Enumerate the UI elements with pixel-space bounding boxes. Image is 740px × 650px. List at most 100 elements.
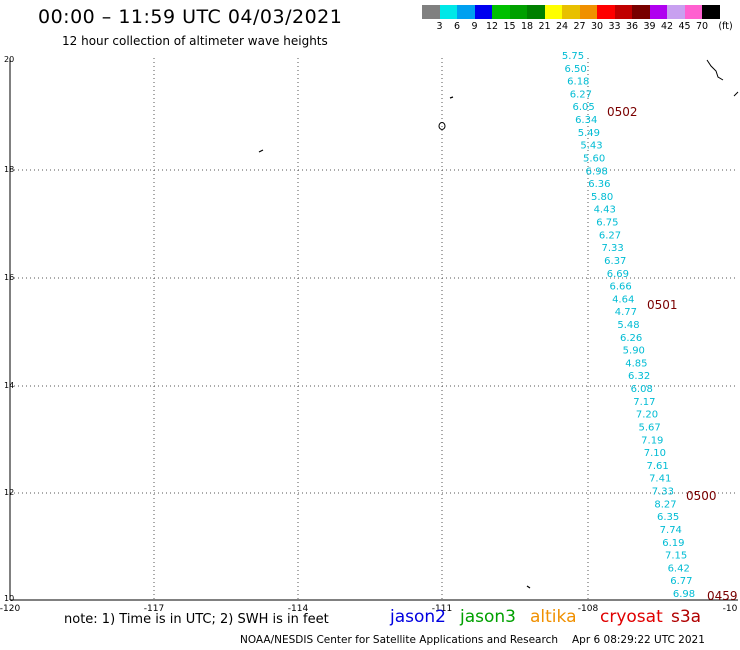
wave-height-label: 6.19 (662, 538, 684, 549)
color-legend (422, 5, 720, 19)
footer-credit: NOAA/NESDIS Center for Satellite Applica… (240, 634, 705, 646)
wave-height-label: 5.49 (578, 128, 600, 139)
legend-swatch (579, 5, 597, 19)
wave-height-label: 6.36 (588, 179, 610, 190)
footer-note: note: 1) Time is in UTC; 2) SWH is in fe… (64, 612, 329, 627)
wave-height-label: 6.05 (572, 102, 594, 113)
lon-label: -10 (723, 604, 738, 614)
legend-swatch (649, 5, 667, 19)
legend-label: 6 (453, 21, 461, 32)
wave-height-label: 7.17 (633, 397, 655, 408)
wave-height-label: 7.41 (649, 474, 671, 485)
wave-height-label: 5.90 (623, 346, 645, 357)
grid-lines (10, 58, 738, 600)
wave-height-label: 6.27 (599, 230, 621, 241)
legend-label: 42 (660, 21, 674, 32)
wave-height-label: 5.67 (638, 423, 660, 434)
wave-height-label: 6.32 (628, 371, 650, 382)
wave-height-label: 7.33 (652, 487, 674, 498)
time-label: 0501 (647, 298, 678, 312)
legend-label: 30 (590, 21, 604, 32)
wave-height-label: 5.60 (583, 154, 605, 165)
longitude-labels: -120 -117 -114 -111 -108 -10 (0, 604, 738, 614)
wave-height-label: 6.98 (673, 589, 695, 600)
legend-label: 39 (643, 21, 656, 32)
legend-swatch (614, 5, 632, 19)
wave-height-label: 6.18 (567, 77, 589, 88)
legend-swatch (702, 5, 720, 19)
legend-label: 33 (608, 21, 621, 32)
wave-height-label: 5.43 (580, 141, 602, 152)
wave-height-label: 6.35 (657, 512, 679, 523)
wave-height-label: 7.10 (644, 448, 666, 459)
legend-swatch (439, 5, 457, 19)
legend-swatch (667, 5, 685, 19)
coastline-edge (733, 91, 739, 97)
lon-label: -111 (432, 604, 452, 614)
legend-swatch (544, 5, 562, 19)
lat-label: 10 (4, 594, 14, 603)
legend-label: 3 (436, 21, 443, 32)
coastline (706, 59, 724, 81)
legend-swatch (422, 5, 440, 19)
wave-height-label: 6.77 (670, 576, 692, 587)
wave-height-label: 6.37 (604, 256, 626, 267)
lat-label: 16 (4, 273, 14, 282)
legend-label: 12 (485, 21, 499, 32)
wave-height-label: 6.26 (620, 333, 642, 344)
wave-height-label: 7.33 (601, 243, 623, 254)
island-icon (438, 122, 446, 130)
lon-label: -108 (578, 604, 599, 614)
legend-label: 15 (503, 21, 516, 32)
wave-height-label: 6.42 (668, 563, 690, 574)
legend-swatch (597, 5, 615, 19)
lon-label: -120 (0, 604, 20, 614)
wave-height-label: 6.08 (631, 384, 653, 395)
lon-label: -117 (144, 604, 164, 614)
altimeter-track: 5.756.506.186.276.056.345.495.435.606.98… (562, 51, 695, 600)
wave-height-label: 6.75 (596, 218, 618, 229)
island-icon (258, 149, 264, 153)
legend-swatch (492, 5, 510, 19)
legend-label: 27 (573, 21, 586, 32)
latitude-labels: 20 18 16 14 12 10 (4, 55, 14, 603)
wave-height-label: 7.61 (646, 461, 668, 472)
wave-height-label: 7.15 (665, 551, 687, 562)
time-label: 0502 (607, 105, 638, 119)
wave-height-label: 6.34 (575, 115, 597, 126)
time-label: 0459 (707, 589, 738, 603)
wave-height-label: 5.48 (617, 320, 639, 331)
island-icon (526, 585, 531, 589)
satellite-name: s3a (671, 607, 702, 627)
wave-height-label: 6.98 (586, 166, 608, 177)
color-legend-labels: 3 6 9 12 15 18 21 24 27 30 33 36 39 42 45 70 (ft) (422, 21, 740, 33)
lat-label: 20 (4, 55, 14, 64)
legend-label: 18 (520, 21, 534, 32)
satellite-name: cryosat (600, 607, 663, 627)
legend-swatch (632, 5, 650, 19)
wave-height-label: 6.69 (607, 269, 629, 280)
time-label: 0500 (686, 489, 717, 503)
satellite-name: jason3 (460, 607, 516, 627)
wave-height-label: 5.80 (591, 192, 613, 203)
legend-label: 24 (555, 21, 569, 32)
legend-label: 36 (625, 21, 639, 32)
lat-label: 18 (4, 165, 14, 174)
lat-label: 12 (4, 488, 14, 497)
map-subtitle: 12 hour collection of altimeter wave hei… (62, 34, 328, 48)
wave-height-label: 7.74 (660, 525, 682, 536)
credit-text: NOAA/NESDIS Center for Satellite Applica… (240, 634, 558, 646)
wave-height-label: 6.27 (570, 89, 592, 100)
lon-label: -114 (288, 604, 309, 614)
island-icon (449, 96, 454, 99)
wave-height-label: 6.50 (564, 64, 586, 75)
wave-height-label: 8.27 (654, 499, 676, 510)
satellite-name: jason2 (390, 607, 446, 627)
legend-swatch (527, 5, 545, 19)
wave-height-label: 4.77 (615, 307, 637, 318)
wave-height-label: 5.75 (562, 51, 584, 62)
legend-unit: (ft) (718, 21, 733, 32)
legend-label: 70 (695, 21, 709, 32)
wave-height-label: 4.43 (594, 205, 616, 216)
